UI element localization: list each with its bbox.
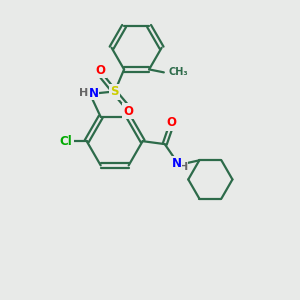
Text: N: N — [89, 87, 99, 100]
Text: O: O — [124, 105, 134, 118]
Text: O: O — [167, 116, 176, 129]
Text: S: S — [110, 85, 119, 98]
Text: O: O — [96, 64, 106, 77]
Text: N: N — [172, 157, 182, 170]
Text: CH₃: CH₃ — [168, 68, 188, 77]
Text: H: H — [79, 88, 88, 98]
Text: H: H — [178, 162, 188, 172]
Text: Cl: Cl — [60, 135, 73, 148]
